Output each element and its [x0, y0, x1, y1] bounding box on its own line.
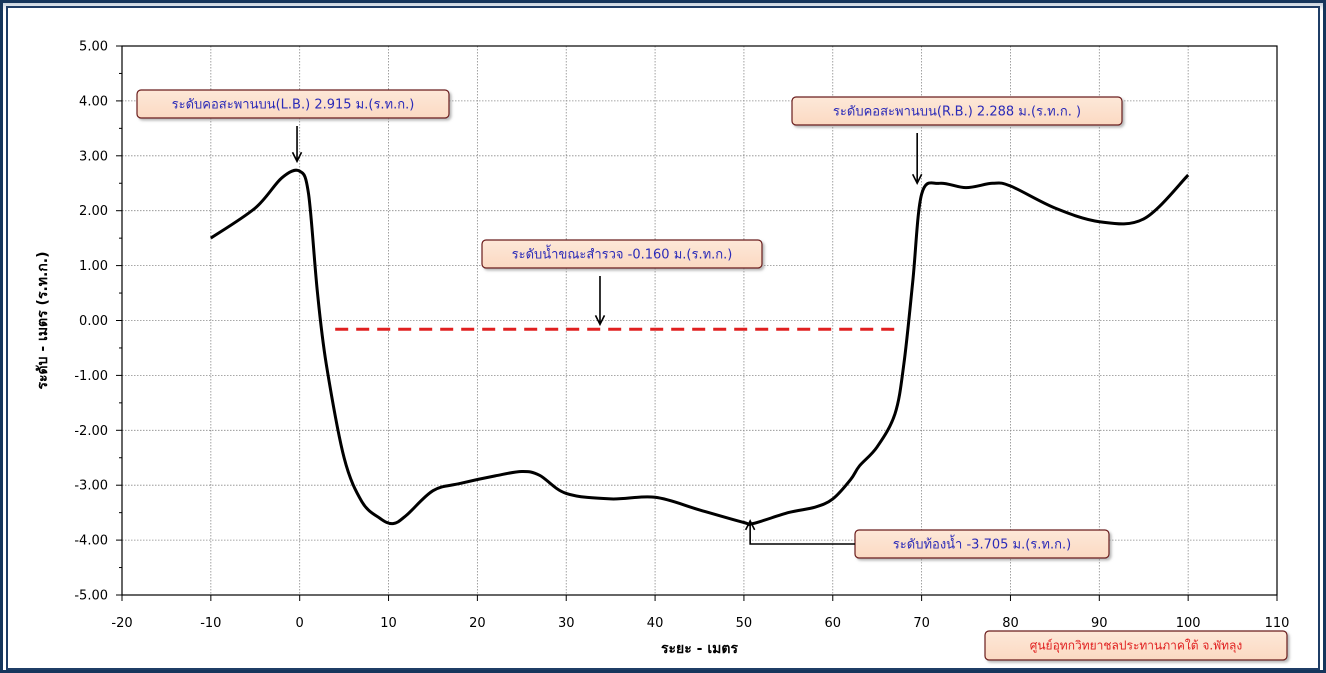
x-tick-label: -20 [111, 616, 132, 631]
y-tick-label: 3.00 [79, 149, 108, 164]
x-axis-title: ระยะ - เมตร [661, 641, 738, 657]
x-tick-label: 90 [1091, 616, 1108, 631]
y-tick-label: -4.00 [74, 534, 108, 549]
credit-box: ศูนย์อุทกวิทยาชลประทานภาคใต้ จ.พัทลุง [984, 630, 1288, 661]
gridlines [121, 45, 1278, 596]
annotation-text: ระดับน้ำขณะสำรวจ -0.160 ม.(ร.ท.ก.) [512, 245, 733, 263]
x-tick-label: 20 [469, 616, 486, 631]
y-tick-labels: 5.00 4.00 3.00 2.00 1.00 0.00 -1.00 -2.00 -3.00 -… [74, 40, 108, 604]
x-tick-label: -10 [200, 616, 221, 631]
x-tick-label: 60 [824, 616, 841, 631]
y-tick-label: 0.00 [79, 314, 108, 329]
y-tick-label: 2.00 [79, 204, 108, 219]
x-tick-label: 80 [1002, 616, 1019, 631]
x-tick-label: 0 [296, 616, 304, 631]
y-axis-title: ระดับ - เมตร (ร.ท.ก.) [35, 251, 51, 389]
cross-section-profile-line [209, 168, 1190, 527]
y-tick-label: 4.00 [79, 94, 108, 109]
plot-area-border [121, 45, 1278, 596]
axes [116, 45, 1278, 601]
y-tick-label: -1.00 [74, 369, 108, 384]
annotation-arrow [291, 126, 303, 164]
y-tick-label: -5.00 [74, 589, 108, 604]
annotation-river-bed: ระดับท้องน้ำ -3.705 ม.(ร.ท.ก.) [744, 519, 1110, 559]
x-tick-label: 10 [380, 616, 397, 631]
annotations: ระดับคอสะพานบน(L.B.) 2.915 ม.(ร.ท.ก.) ระ… [136, 89, 1123, 559]
x-tick-label: 40 [647, 616, 664, 631]
annotation-left-bank: ระดับคอสะพานบน(L.B.) 2.915 ม.(ร.ท.ก.) [136, 89, 450, 164]
annotation-arrow [594, 276, 606, 327]
annotation-arrow [911, 133, 923, 186]
y-tick-label: -3.00 [74, 479, 108, 494]
annotation-text: ระดับท้องน้ำ -3.705 ม.(ร.ท.ก.) [893, 535, 1071, 553]
x-tick-label: 110 [1265, 616, 1290, 631]
annotation-right-bank: ระดับคอสะพานบน(R.B.) 2.288 ม.(ร.ท.ก. ) [791, 96, 1123, 186]
y-tick-label: 5.00 [79, 40, 108, 55]
x-tick-label: 100 [1176, 616, 1201, 631]
credit-text: ศูนย์อุทกวิทยาชลประทานภาคใต้ จ.พัทลุง [1030, 639, 1243, 654]
annotation-text: ระดับคอสะพานบน(L.B.) 2.915 ม.(ร.ท.ก.) [172, 98, 415, 113]
x-tick-labels: -20 -10 0 10 20 30 40 50 60 70 80 90 100 110 [111, 616, 1289, 631]
series-layer [209, 168, 1190, 527]
x-tick-label: 50 [736, 616, 753, 631]
annotation-arrow [744, 519, 855, 545]
y-tick-label: -2.00 [74, 424, 108, 439]
x-tick-label: 70 [913, 616, 930, 631]
x-tick-label: 30 [558, 616, 575, 631]
annotation-water-level: ระดับน้ำขณะสำรวจ -0.160 ม.(ร.ท.ก.) [481, 239, 763, 327]
y-tick-label: 1.00 [79, 259, 108, 274]
annotation-text: ระดับคอสะพานบน(R.B.) 2.288 ม.(ร.ท.ก. ) [833, 105, 1081, 120]
